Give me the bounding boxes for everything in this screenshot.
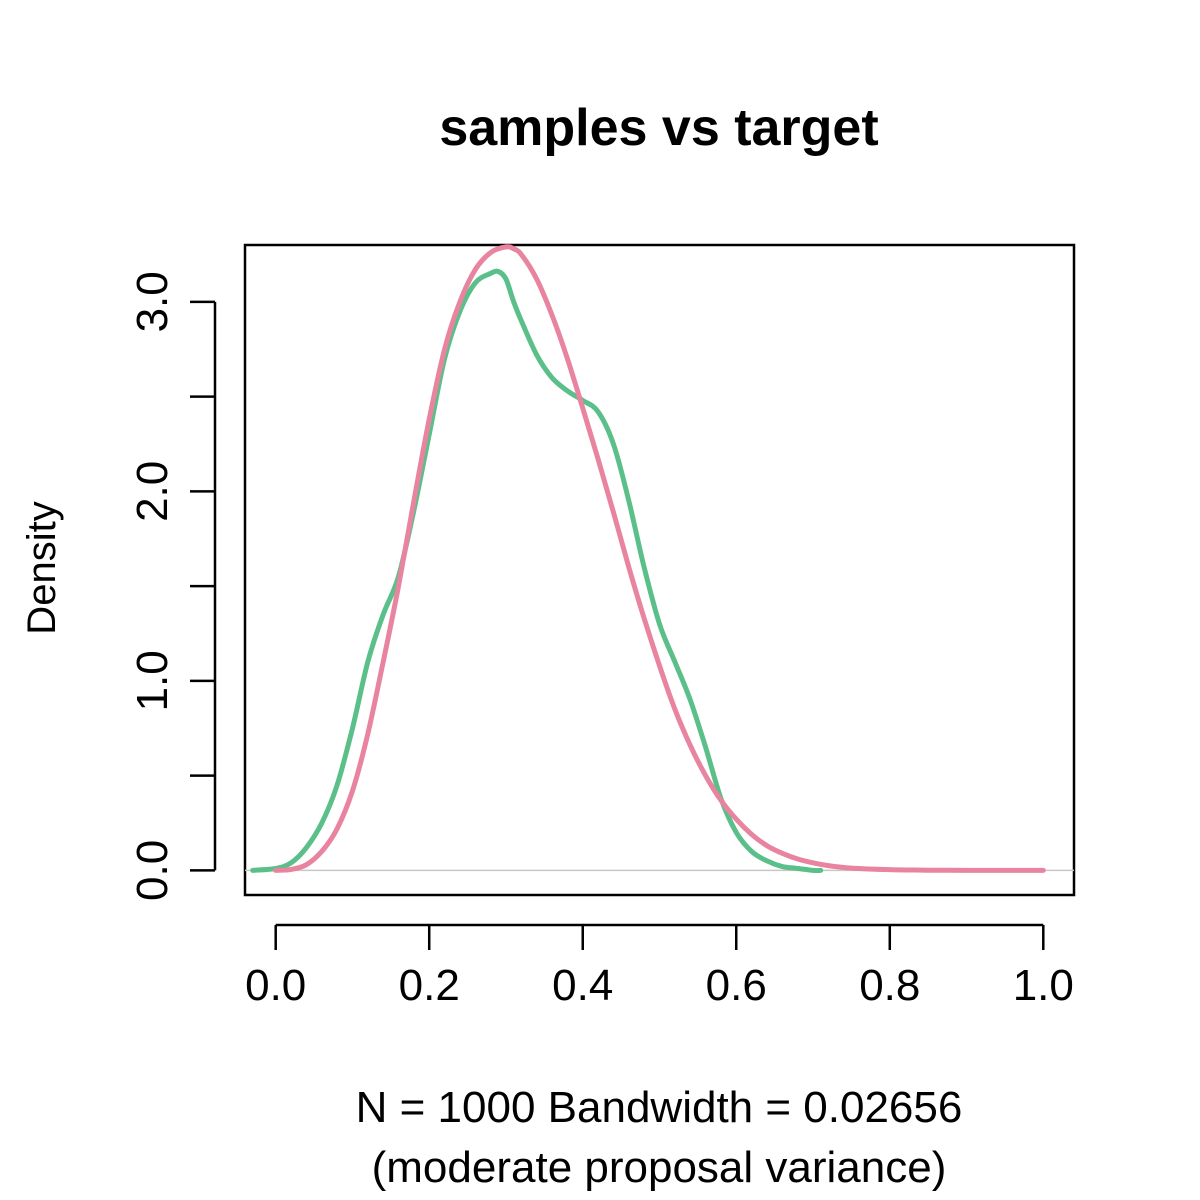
x-axis: 0.0 0.2 0.4 0.6 0.8 1.0 — [245, 923, 1074, 1010]
y-axis-label: Density — [20, 501, 64, 634]
y-tick-label: 1.0 — [128, 650, 177, 711]
x-tick-label: 0.0 — [245, 961, 306, 1010]
y-tick-label: 0.0 — [128, 840, 177, 901]
x-tick-label: 1.0 — [1013, 961, 1074, 1010]
plot-frame — [243, 243, 1076, 897]
y-tick-label: 3.0 — [128, 271, 177, 332]
x-tick-label: 0.8 — [859, 961, 920, 1010]
series-layer — [245, 244, 1074, 874]
x-axis-label-line1: N = 1000 Bandwidth = 0.02656 — [356, 1083, 963, 1132]
y-tick-label: 2.0 — [128, 461, 177, 522]
x-tick-label: 0.2 — [399, 961, 460, 1010]
chart-title: samples vs target — [439, 99, 878, 157]
x-axis-label-line2: (moderate proposal variance) — [372, 1143, 947, 1192]
x-tick-label: 0.6 — [706, 961, 767, 1010]
y-axis: 0.0 1.0 2.0 3.0 — [128, 271, 217, 901]
target-density-line — [273, 244, 1046, 873]
x-tick-label: 0.4 — [552, 961, 613, 1010]
samples-density-line — [250, 268, 824, 874]
